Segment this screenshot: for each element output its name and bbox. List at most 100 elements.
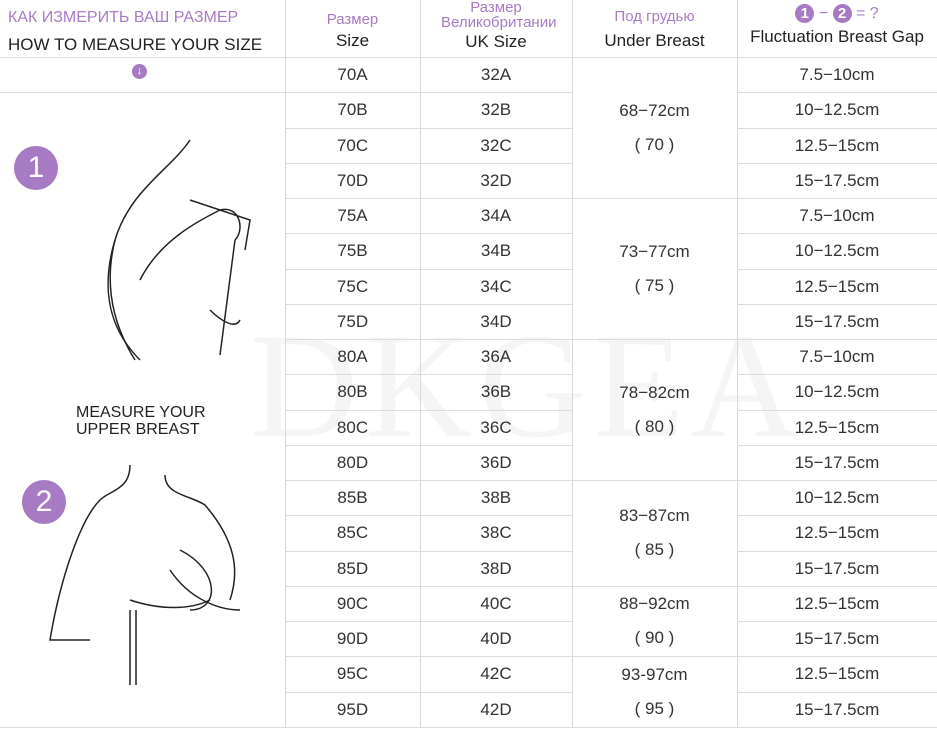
under-breast-value: ( 75 ): [634, 275, 675, 295]
header-uk-size: Размер Великобритании UK Size: [420, 0, 572, 57]
row-divider: [285, 585, 572, 587]
row-divider: [285, 92, 572, 94]
measure-under-breast-illustration: [107, 139, 251, 361]
divider: [572, 0, 573, 727]
under-ru: Под грудью: [614, 8, 695, 25]
step-1-badge: 1: [795, 4, 815, 23]
uk-en: UK Size: [465, 32, 527, 51]
upper-label-line1: MEASURE YOUR: [76, 404, 206, 421]
under-breast-range: 93-97cm: [621, 664, 688, 684]
size-ru: Размер: [326, 11, 379, 28]
row-divider: [285, 198, 572, 200]
under-en: Under Breast: [604, 31, 705, 50]
row-divider: [737, 198, 937, 200]
group-divider: [572, 656, 737, 658]
table-row-size: 70B: [337, 100, 368, 120]
row-divider: [737, 585, 937, 587]
table-row-gap: 12.5−15cm: [794, 276, 880, 296]
divider: [420, 0, 421, 727]
measure-upper-breast-illustration: [49, 464, 241, 685]
row-divider: [285, 268, 572, 270]
row-divider: [285, 303, 572, 305]
group-divider: [572, 198, 737, 200]
divider: [0, 57, 937, 58]
table-row-gap: 7.5−10cm: [799, 206, 875, 226]
table-row-gap: 15−17.5cm: [794, 629, 880, 649]
equals: = ?: [856, 5, 879, 22]
under-breast-group: 78−82cm ( 80 ): [572, 339, 737, 480]
divider: [285, 0, 286, 727]
under-breast-value: ( 95 ): [634, 698, 675, 718]
row-divider: [285, 480, 572, 482]
row-divider: [737, 374, 937, 376]
under-breast-group: 88−92cm ( 90 ): [572, 586, 737, 657]
gap-en: Fluctuation Breast Gap: [750, 27, 924, 46]
divider: [0, 92, 285, 93]
how-to-measure-en: HOW TO MEASURE YOUR SIZE: [8, 35, 263, 54]
row-divider: [737, 127, 937, 129]
table-row-size: 75A: [337, 206, 368, 226]
table-row-size: 70D: [336, 170, 369, 190]
row-divider: [737, 621, 937, 623]
table-row-uk-size: 34A: [480, 206, 512, 226]
row-divider: [285, 127, 572, 129]
table-row-gap: 12.5−15cm: [794, 417, 880, 437]
table-row-gap: 15−17.5cm: [794, 170, 880, 190]
header-under-breast: Под грудью Under Breast: [572, 0, 737, 57]
row-divider: [737, 268, 937, 270]
under-breast-range: 78−82cm: [619, 382, 690, 402]
row-divider: [285, 409, 572, 411]
under-breast-value: ( 85 ): [634, 539, 675, 559]
table-row-gap: 12.5−15cm: [794, 523, 880, 543]
table-row-gap: 10−12.5cm: [794, 241, 880, 261]
row-divider: [737, 691, 937, 693]
table-row-size: 75C: [336, 276, 369, 296]
group-divider: [572, 480, 737, 482]
table-row-uk-size: 36C: [480, 417, 512, 437]
table-row-uk-size: 32B: [480, 100, 512, 120]
table-row-uk-size: 42C: [480, 664, 512, 684]
table-row-uk-size: 34D: [480, 311, 512, 331]
table-row-size: 85C: [336, 523, 369, 543]
minus: −: [818, 5, 829, 22]
under-breast-group: 73−77cm ( 75 ): [572, 198, 737, 339]
table-row-uk-size: 36A: [480, 347, 512, 367]
under-breast-range: 83−87cm: [619, 505, 690, 525]
table-row-gap: 15−17.5cm: [794, 452, 880, 472]
under-breast-group: 83−87cm ( 85 ): [572, 480, 737, 586]
header-gap: 1 − 2 = ? Fluctuation Breast Gap: [737, 0, 937, 57]
row-divider: [737, 515, 937, 517]
table-row-size: 95C: [336, 664, 369, 684]
how-to-measure-ru: КАК ИЗМЕРИТЬ ВАШ РАЗМЕР: [8, 9, 239, 26]
row-divider: [737, 303, 937, 305]
table-row-size: 85D: [336, 558, 369, 578]
table-row-uk-size: 38C: [480, 523, 512, 543]
table-row-uk-size: 32C: [480, 135, 512, 155]
table-row-size: 85B: [337, 488, 368, 508]
group-divider: [572, 585, 737, 587]
size-en: Size: [335, 31, 370, 50]
row-divider: [737, 233, 937, 235]
row-divider: [285, 656, 572, 658]
table-row-uk-size: 36B: [480, 382, 512, 402]
row-divider: [737, 444, 937, 446]
under-breast-group: 93-97cm ( 95 ): [572, 656, 737, 727]
table-row-size: 80A: [337, 347, 368, 367]
table-row-uk-size: 32D: [480, 170, 512, 190]
row-divider: [737, 339, 937, 341]
table-row-gap: 10−12.5cm: [794, 100, 880, 120]
table-row-gap: 15−17.5cm: [794, 699, 880, 719]
row-divider: [737, 480, 937, 482]
uk-ru: Размер Великобритании: [441, 0, 557, 31]
divider: [737, 0, 738, 727]
group-divider: [572, 339, 737, 341]
watermark: DKGEA: [250, 300, 805, 472]
row-divider: [285, 621, 572, 623]
row-divider: [285, 339, 572, 341]
table-row-uk-size: 38B: [480, 488, 512, 508]
table-row-size: 75D: [336, 311, 369, 331]
table-row-size: 95D: [336, 699, 369, 719]
step-2-badge: 2: [832, 4, 852, 23]
row-divider: [285, 515, 572, 517]
table-row-size: 70C: [336, 135, 369, 155]
